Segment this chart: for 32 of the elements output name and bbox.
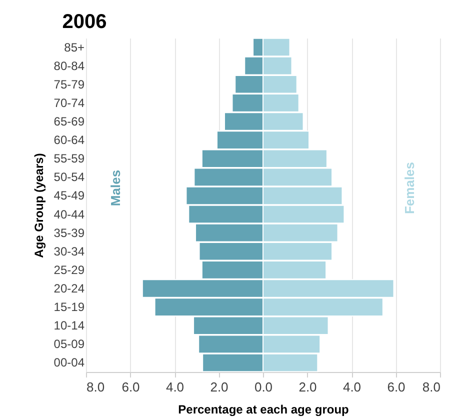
- y-tick-label: 40-44: [54, 207, 85, 222]
- x-tick-label: 6.0: [122, 380, 140, 394]
- x-tick-label: 6.0: [387, 380, 406, 394]
- x-tick-label: 8.0: [86, 380, 105, 394]
- x-axis-title: Percentage at each age group: [178, 402, 349, 416]
- y-tick-label: 35-39: [54, 226, 85, 240]
- y-tick-label: 65-69: [54, 114, 85, 128]
- y-tick-label: 20-24: [54, 282, 85, 296]
- y-tick-label: 55-59: [54, 152, 85, 166]
- x-tick-label: 4.0: [166, 380, 184, 394]
- y-tick-label: 50-54: [54, 170, 85, 184]
- y-tick-label: 85+: [64, 40, 84, 54]
- y-tick-label: 30-34: [54, 244, 85, 258]
- text: Females: [402, 162, 417, 214]
- y-tick-label: 60-64: [54, 133, 85, 148]
- chart-title: 2006: [62, 10, 107, 33]
- y-tick-label: 05-09: [54, 337, 85, 352]
- y-tick-label: 15-19: [54, 300, 85, 314]
- y-tick-label: 25-29: [54, 262, 85, 277]
- y-tick-label: 75-79: [54, 77, 85, 92]
- x-tick-label: 8.0: [422, 380, 440, 394]
- x-tick-label: 4.0: [342, 380, 362, 394]
- x-tick-label: 2.0: [298, 380, 317, 394]
- y-tick-label: 10-14: [54, 318, 85, 333]
- x-tick-label: 0.0: [254, 380, 273, 394]
- y-tick-label: 00-04: [54, 356, 85, 370]
- text: Males: [108, 170, 123, 206]
- y-tick-label: 80-84: [54, 58, 85, 73]
- y-axis-title: Age Group (years): [32, 153, 46, 258]
- y-tick-label: 70-74: [54, 96, 85, 110]
- x-tick-label: 2.0: [210, 380, 228, 394]
- y-tick-label: 45-49: [54, 188, 85, 203]
